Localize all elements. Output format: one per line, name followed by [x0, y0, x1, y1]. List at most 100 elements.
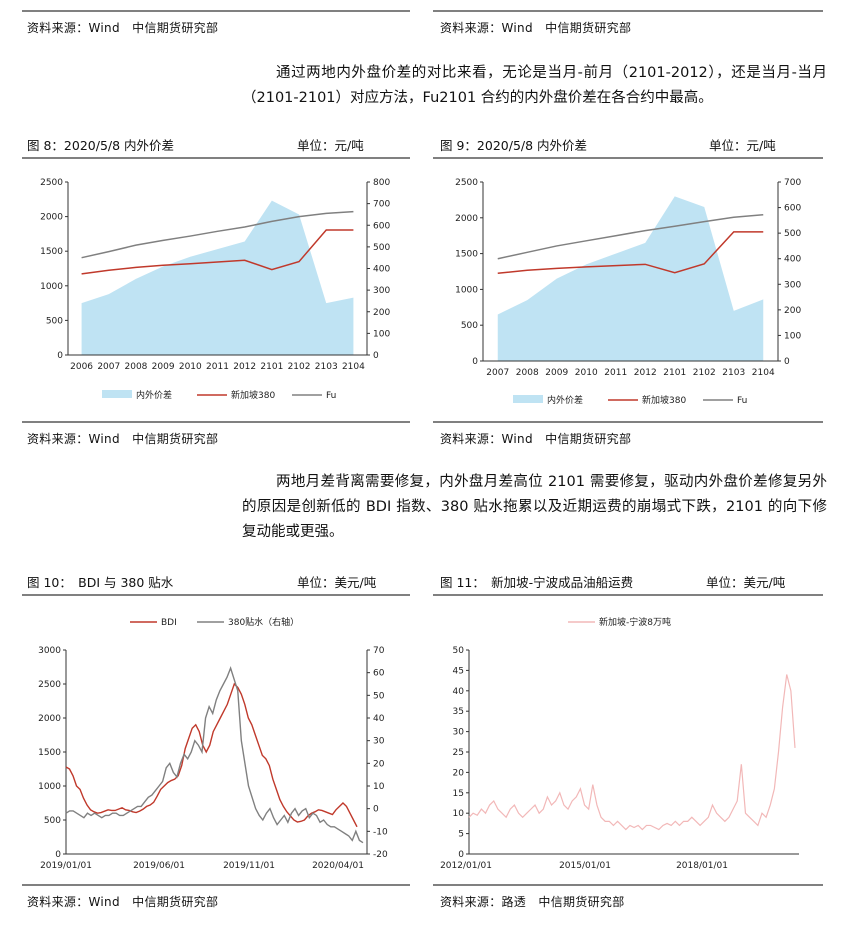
fig10-source: 资料来源：Wind 中信期货研究部 — [27, 895, 219, 909]
x-tick-label: 2006 — [70, 362, 93, 372]
x-tick-label: 2102 — [693, 368, 716, 378]
fig10-title: 图 10： BDI 与 380 贴水 — [27, 575, 174, 590]
x-tick-label: 2012 — [233, 362, 256, 372]
x-tick-label: 2009 — [545, 368, 568, 378]
fig9-chart: 0 500 1000 1500 2000 2500 0 100 200 300 400 500 600 7… — [455, 178, 801, 406]
right-tick-label: 600 — [373, 221, 390, 231]
x-tick-label: 2012/01/01 — [440, 861, 492, 871]
fig11-title-rule — [433, 594, 823, 596]
right-tick-label: 400 — [373, 265, 390, 275]
right-tick-label: 500 — [784, 229, 801, 239]
left-tick-label: 1500 — [38, 748, 61, 758]
fig9-title: 图 9：2020/5/8 内外价差 — [440, 138, 588, 153]
legend-label: 新加坡380 — [642, 394, 686, 406]
right-tick-label: 800 — [373, 178, 390, 188]
x-tick-label: 2007 — [486, 368, 509, 378]
left-tick-label: 25 — [453, 748, 464, 758]
x-tick-label: 2103 — [722, 368, 745, 378]
right-tick-label: 50 — [373, 691, 385, 701]
right-tick-label: 300 — [784, 280, 801, 290]
x-tick-label: 2019/06/01 — [133, 861, 185, 871]
left-tick-label: 500 — [44, 816, 61, 826]
right-tick-label: 600 — [784, 204, 801, 214]
line-series-freight — [468, 674, 796, 831]
left-tick-label: 0 — [458, 850, 464, 860]
left-tick-label: 1000 — [40, 282, 63, 292]
legend-label: 380贴水（右轴） — [228, 616, 299, 628]
right-tick-label: 20 — [373, 759, 385, 769]
x-tick-label: 2011 — [604, 368, 627, 378]
paragraph-1: 通过两地内外盘价差的对比来看，无论是当月-前月（2101-2012），还是当月-… — [242, 65, 827, 106]
right-tick-label: 40 — [373, 714, 385, 724]
line-series-bdi — [65, 682, 358, 828]
left-tick-label: 0 — [55, 850, 61, 860]
legend-label: 新加坡380 — [231, 389, 275, 401]
fig8-title: 图 8：2020/5/8 内外价差 — [27, 138, 175, 153]
right-tick-label: 700 — [784, 178, 801, 188]
source-top-left: 资料来源：Wind 中信期货研究部 — [27, 21, 219, 35]
left-tick-label: 45 — [453, 666, 464, 676]
x-tick-label: 2011 — [206, 362, 229, 372]
right-tick-label: 700 — [373, 200, 390, 210]
right-tick-label: 300 — [373, 286, 390, 296]
left-tick-label: 500 — [46, 316, 63, 326]
right-tick-label: 0 — [373, 805, 379, 815]
right-tick-label: 70 — [373, 646, 385, 656]
right-tick-label: 200 — [373, 308, 390, 318]
fig8-source-rule — [22, 421, 410, 423]
line-series-fu — [81, 210, 354, 259]
fig11-source-rule — [433, 884, 823, 886]
x-tick-label: 2008 — [516, 368, 539, 378]
right-tick-label: 30 — [373, 737, 385, 747]
x-tick-label: 2104 — [342, 362, 365, 372]
left-tick-label: 2000 — [38, 714, 61, 724]
area-series-spread — [81, 200, 354, 355]
left-tick-label: 20 — [453, 768, 465, 778]
top-rule-right — [433, 10, 823, 12]
right-tick-label: 0 — [784, 357, 790, 367]
legend-label: 内外价差 — [547, 394, 583, 406]
x-tick-label: 2009 — [152, 362, 175, 372]
top-rule-left — [22, 10, 410, 12]
fig9-source-rule — [433, 421, 823, 423]
paragraph-2: 两地月差背离需要修复，内外盘月差高位 2101 需要修复，驱动内外盘价差修复另外… — [242, 474, 827, 540]
left-tick-label: 0 — [472, 357, 478, 367]
x-tick-label: 2102 — [288, 362, 311, 372]
fig10-unit: 单位：美元/吨 — [297, 575, 377, 590]
left-tick-label: 50 — [453, 646, 465, 656]
legend-swatch-area — [102, 390, 132, 398]
fig8-unit: 单位：元/吨 — [297, 138, 364, 153]
x-tick-label: 2018/01/01 — [676, 861, 728, 871]
left-tick-label: 10 — [453, 809, 465, 819]
legend-swatch-area — [513, 395, 543, 403]
line-series-fu — [497, 213, 764, 260]
right-tick-label: -10 — [373, 827, 388, 837]
fig9-unit: 单位：元/吨 — [709, 138, 776, 153]
fig11-chart: 0 5 10 15 20 25 30 35 40 45 50 2012/01/01 2015/01/01… — [440, 616, 799, 871]
x-tick-label: 2101 — [663, 368, 686, 378]
x-tick-label: 2019/01/01 — [40, 861, 92, 871]
legend-label: Fu — [737, 396, 747, 406]
fig8-chart: 0 500 1000 1500 2000 2500 0 100 200 300 400 500 600 7… — [40, 178, 390, 401]
right-tick-label: 200 — [784, 306, 801, 316]
line-series-380 — [81, 229, 354, 275]
right-tick-label: 100 — [373, 329, 390, 339]
left-tick-label: 2500 — [40, 178, 63, 188]
right-tick-label: 60 — [373, 669, 385, 679]
left-tick-label: 2000 — [40, 213, 63, 223]
left-tick-label: 1000 — [38, 782, 61, 792]
left-tick-label: 1000 — [455, 285, 478, 295]
left-tick-label: 1500 — [455, 250, 478, 260]
x-tick-label: 2104 — [752, 368, 775, 378]
x-tick-label: 2103 — [315, 362, 338, 372]
fig9-title-rule — [433, 157, 823, 159]
fig10-chart: 0 500 1000 1500 2000 2500 3000 -20 -10 0 10 20 30 40 5… — [38, 616, 388, 871]
x-tick-label: 2012 — [634, 368, 657, 378]
x-tick-label: 2010 — [179, 362, 202, 372]
left-tick-label: 5 — [458, 830, 464, 840]
x-tick-label: 2015/01/01 — [559, 861, 611, 871]
legend-label: 内外价差 — [136, 389, 172, 401]
x-tick-label: 2008 — [125, 362, 148, 372]
left-tick-label: 3000 — [38, 646, 61, 656]
left-tick-label: 35 — [453, 707, 464, 717]
